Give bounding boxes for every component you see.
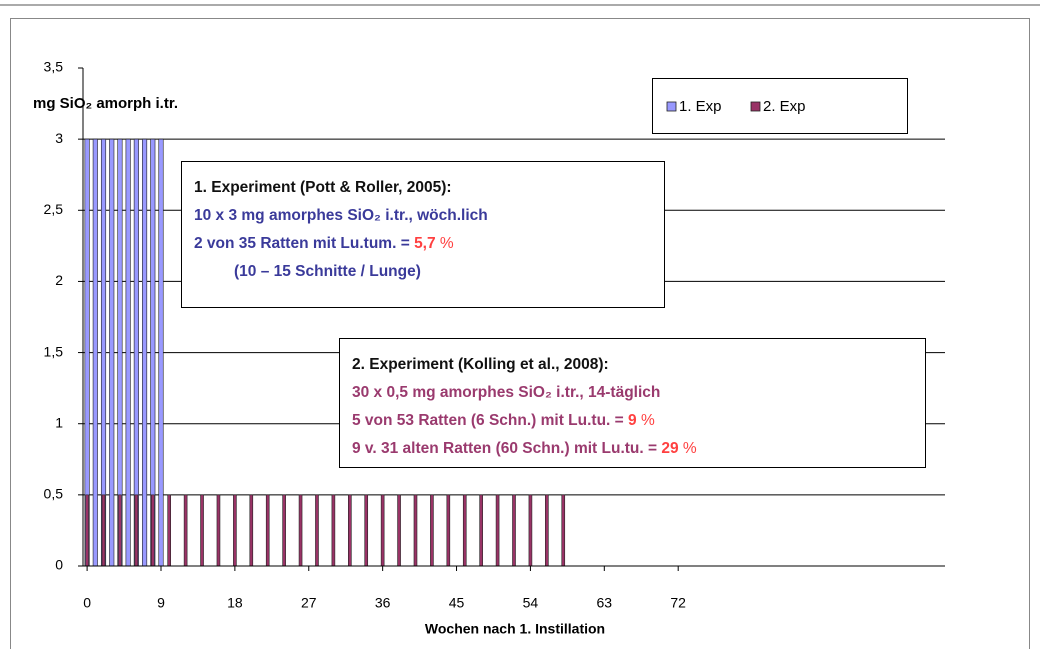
y-tick-label: 1,5 [44,343,64,359]
annotation-text: (10 – 15 Schnitte / Lunge) [234,263,421,280]
annotation-text: 10 x 3 mg amorphes SiO₂ i.tr., wöch.lich [194,207,488,224]
x-tick-label: 27 [301,595,317,611]
bar [183,494,188,567]
bar [462,494,467,567]
y-tick-label: 0,5 [44,486,64,502]
bar [85,494,89,567]
annotation-text: % [636,412,655,429]
x-tick-label: 63 [597,595,613,611]
bar [118,494,122,567]
x-axis-label: Wochen nach 1. Instillation [425,621,605,637]
x-tick-label: 18 [227,595,243,611]
annotation-line: 5 von 53 Ratten (6 Schn.) mit Lu.tu. = 9… [352,407,915,435]
annotation-box: 2. Experiment (Kolling et al., 2008): 30 … [339,338,926,468]
bar [282,494,286,567]
annotation-text: 2 von 35 Ratten mit Lu.tum. = [194,235,415,252]
bar [200,494,204,567]
annotation-text: 9 [628,412,637,429]
bar [109,138,115,567]
annotation-text: 5 von 53 Ratten (6 Schn.) mit Lu.tu. = [352,412,629,429]
bar [545,494,549,567]
bar [495,494,500,567]
bar [528,494,533,567]
legend-label: 2. Exp [763,98,806,115]
y-tick-label: 3 [55,130,63,146]
x-tick-label: 45 [449,595,465,611]
y-axis-label: mg SiO₂ amorph i.tr. [33,95,178,112]
x-tick-label: 54 [523,595,539,611]
y-tick-label: 1 [55,414,63,430]
annotation-line: 30 x 0,5 mg amorphes SiO₂ i.tr., 14-tägl… [352,379,915,407]
annotation-text: 30 x 0,5 mg amorphes SiO₂ i.tr., 14-tägl… [352,384,661,401]
bar [446,494,451,567]
bar [101,494,106,567]
bar [150,494,155,567]
bar [265,494,270,567]
bar [167,494,171,567]
bar [331,494,336,567]
bar [315,494,319,567]
annotation-line: 2. Experiment (Kolling et al., 2008): [352,351,915,379]
annotation-line: 1. Experiment (Pott & Roller, 2005): [194,174,654,202]
bar [512,494,516,567]
annotation-line: 10 x 3 mg amorphes SiO₂ i.tr., wöch.lich [194,202,654,230]
annotation-text: 9 v. 31 alten Ratten (60 Schn.) mit Lu.t… [352,440,662,457]
bar [158,138,164,567]
bar [561,494,566,567]
annotation-box: 1. Experiment (Pott & Roller, 2005): 10 x… [181,161,665,308]
bar [364,494,369,567]
bar [380,494,385,567]
annotation-text: % [678,440,697,457]
bar [92,138,98,567]
annotation-text: 1. Experiment (Pott & Roller, 2005): [194,179,452,196]
bar [142,138,148,567]
bar [134,494,139,567]
legend-swatch [666,101,677,112]
x-tick-label: 72 [670,595,686,611]
y-tick-label: 2 [55,272,63,288]
annotation-text: 2. Experiment (Kolling et al., 2008): [352,356,609,373]
annotation-text: 5,7 [414,235,436,252]
bar [348,494,352,567]
x-tick-label: 36 [375,595,391,611]
annotation-text: 29 [661,440,679,457]
annotation-line: (10 – 15 Schnitte / Lunge) [194,258,654,286]
bar [397,494,401,567]
annotation-line: 9 v. 31 alten Ratten (60 Schn.) mit Lu.t… [352,435,915,463]
bar [298,494,303,567]
bar [249,494,254,567]
bar [125,138,131,567]
y-tick-label: 3,5 [44,59,64,75]
legend-box [652,78,908,134]
legend-swatch [750,101,761,112]
y-tick-label: 0 [55,557,63,573]
bar [216,494,221,567]
bar [430,494,434,567]
annotation-text: % [435,235,454,252]
legend-label: 1. Exp [679,98,722,115]
bar [233,494,237,567]
y-tick-label: 2,5 [44,201,64,217]
x-tick-label: 0 [83,595,91,611]
x-tick-label: 9 [157,595,165,611]
bar [413,494,418,567]
bar [479,494,483,567]
annotation-line: 2 von 35 Ratten mit Lu.tum. = 5,7 % [194,230,654,258]
